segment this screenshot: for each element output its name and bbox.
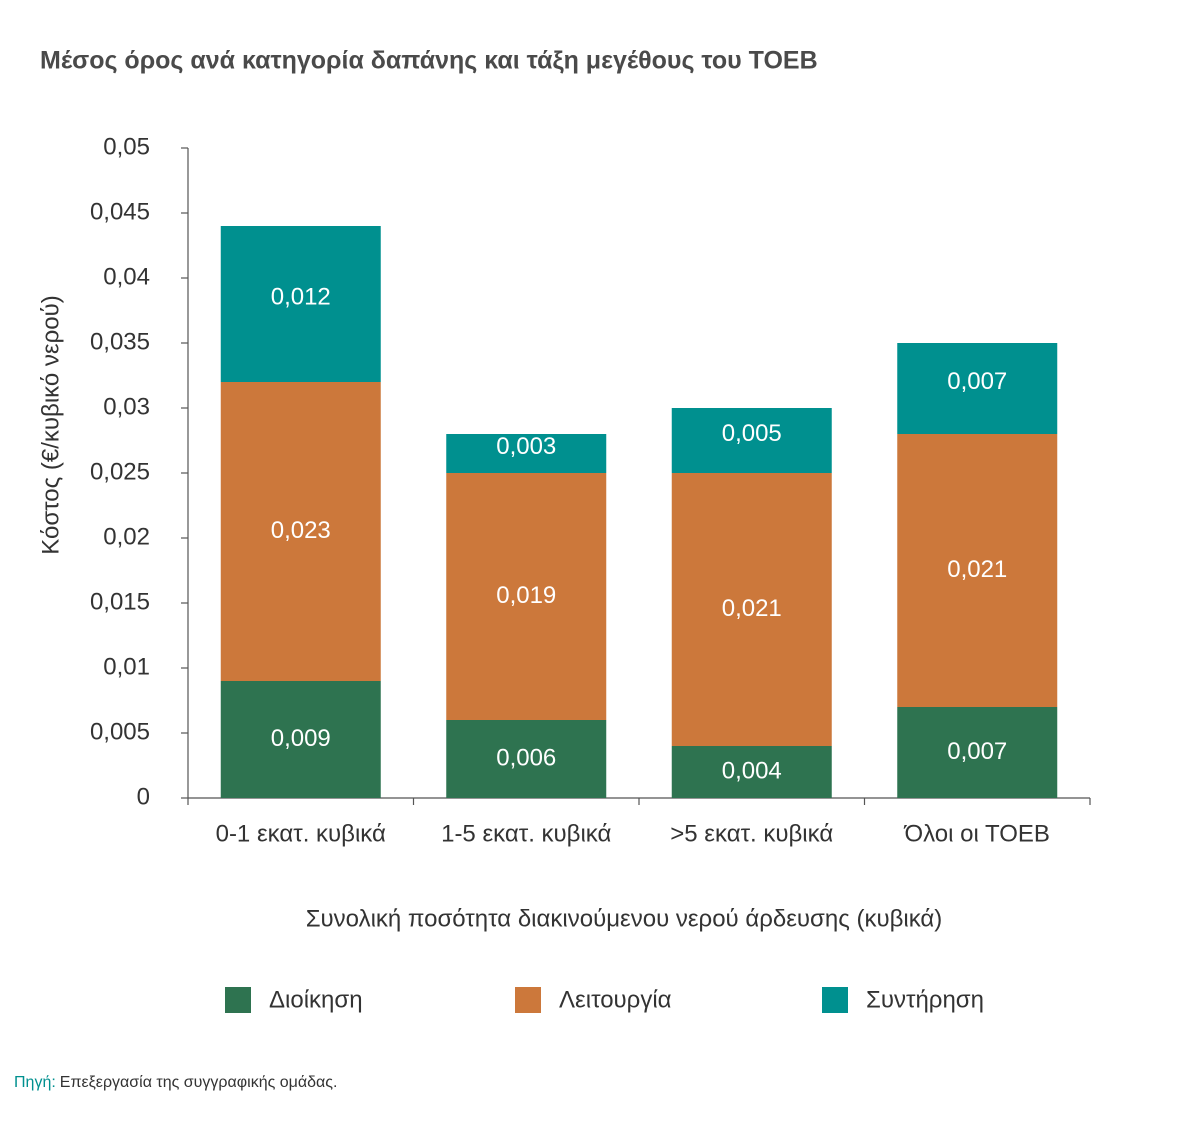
data-label: 0,019 [496, 582, 556, 609]
legend-label: Διοίκηση [269, 986, 363, 1013]
bar-segment [446, 720, 607, 798]
source-label: Πηγή: [14, 1074, 56, 1091]
y-tick-label: 0,005 [90, 718, 150, 745]
data-label: 0,007 [947, 368, 1007, 395]
y-axis-title: Κόστος (€/κυβικό νερού) [37, 295, 64, 554]
y-tick-label: 0,05 [103, 133, 150, 160]
y-tick-label: 0,04 [103, 263, 150, 290]
chart-title: Μέσος όρος ανά κατηγορία δαπάνης και τάξ… [40, 47, 818, 75]
legend-swatch [225, 987, 251, 1013]
data-label: 0,012 [271, 283, 331, 310]
x-tick-label: 0-1 εκατ. κυβικά [216, 820, 386, 847]
y-tick-label: 0,035 [90, 328, 150, 355]
data-label: 0,005 [722, 420, 782, 447]
data-label: 0,009 [271, 725, 331, 752]
x-tick-label: >5 εκατ. κυβικά [670, 820, 833, 847]
data-label: 0,006 [496, 744, 556, 771]
bar-segment [897, 707, 1058, 798]
y-tick-label: 0,045 [90, 198, 150, 225]
bar-segment [446, 473, 607, 720]
y-tick-label: 0,03 [103, 393, 150, 420]
source: Πηγή: Επεξεργασία της συγγραφικής ομάδας. [14, 1074, 337, 1091]
data-label: 0,004 [722, 757, 782, 784]
bar-segment [897, 434, 1058, 707]
bar-segment [220, 382, 381, 681]
data-label: 0,007 [947, 738, 1007, 765]
x-tick-label: 1-5 εκατ. κυβικά [441, 820, 611, 847]
bar-segment [446, 434, 607, 473]
data-label: 0,021 [722, 595, 782, 622]
legend-label: Συντήρηση [866, 986, 984, 1013]
data-label: 0,003 [496, 433, 556, 460]
x-tick-label: Όλοι οι ΤΟΕΒ [904, 820, 1050, 847]
bar-segment [220, 226, 381, 382]
data-label: 0,023 [271, 517, 331, 544]
bar-segment [220, 681, 381, 798]
legend-swatch [822, 987, 848, 1013]
source-text: Επεξεργασία της συγγραφικής ομάδας. [60, 1074, 338, 1091]
y-tick-label: 0,025 [90, 458, 150, 485]
y-tick-label: 0,01 [103, 653, 150, 680]
bar-segment [671, 408, 832, 473]
data-label: 0,021 [947, 556, 1007, 583]
bar-segment [671, 746, 832, 798]
bar-segment [897, 343, 1058, 434]
x-axis-title: Συνολική ποσότητα διακινούμενου νερού άρ… [306, 905, 943, 932]
legend-swatch [515, 987, 541, 1013]
bar-segment [671, 473, 832, 746]
legend-label: Λειτουργία [559, 986, 672, 1013]
y-tick-label: 0 [137, 783, 150, 810]
y-tick-label: 0,015 [90, 588, 150, 615]
y-tick-label: 0,02 [103, 523, 150, 550]
